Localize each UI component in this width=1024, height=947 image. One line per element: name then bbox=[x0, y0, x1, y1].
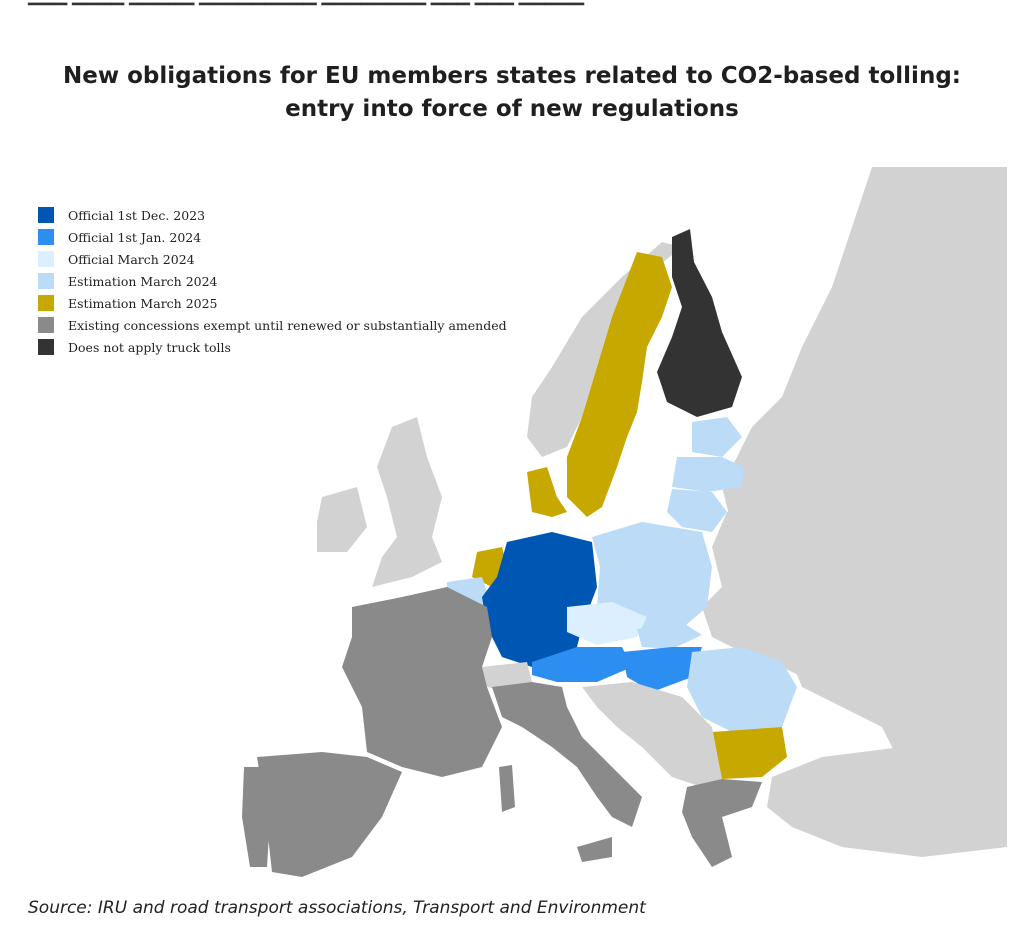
region-ukraine bbox=[702, 587, 902, 687]
legend-item: Official March 2024 bbox=[38, 248, 507, 270]
region-czechia bbox=[567, 602, 647, 645]
region-slovakia bbox=[637, 622, 702, 649]
legend-item: Does not apply truck tolls bbox=[38, 336, 507, 358]
legend-swatch bbox=[38, 295, 54, 311]
legend-swatch bbox=[38, 251, 54, 267]
legend-item: Existing concessions exempt until renewe… bbox=[38, 314, 507, 336]
region-romania bbox=[687, 647, 797, 732]
legend-swatch bbox=[38, 317, 54, 333]
legend-swatch bbox=[38, 339, 54, 355]
region-sicily bbox=[577, 837, 612, 862]
region-balkans bbox=[582, 682, 722, 787]
map-legend: Official 1st Dec. 2023 Official 1st Jan.… bbox=[38, 204, 507, 358]
legend-item: Official 1st Dec. 2023 bbox=[38, 204, 507, 226]
region-sardinia bbox=[499, 765, 515, 812]
legend-swatch bbox=[38, 229, 54, 245]
title-line-2: entry into force of new regulations bbox=[285, 96, 739, 122]
region-estonia bbox=[692, 417, 742, 457]
region-finland bbox=[657, 229, 742, 417]
region-hungary bbox=[622, 647, 702, 692]
source-caption: Source: IRU and road transport associati… bbox=[28, 898, 646, 918]
region-bulgaria bbox=[712, 727, 787, 779]
region-portugal bbox=[242, 767, 270, 867]
legend-swatch bbox=[38, 207, 54, 223]
legend-label: Official 1st Dec. 2023 bbox=[68, 207, 206, 223]
region-belarus bbox=[712, 512, 802, 587]
title-line-1: New obligations for EU members states re… bbox=[63, 63, 961, 89]
region-germany bbox=[482, 532, 597, 667]
region-france bbox=[342, 587, 502, 777]
europe-map bbox=[22, 167, 1007, 890]
legend-label: Official 1st Jan. 2024 bbox=[68, 229, 202, 245]
legend-label: Estimation March 2025 bbox=[68, 295, 218, 311]
region-greece bbox=[682, 779, 762, 867]
legend-label: Estimation March 2024 bbox=[68, 273, 218, 289]
legend-item: Estimation March 2025 bbox=[38, 292, 507, 314]
legend-label: Existing concessions exempt until renewe… bbox=[68, 317, 507, 333]
legend-item: Official 1st Jan. 2024 bbox=[38, 226, 507, 248]
region-turkey bbox=[767, 747, 1007, 857]
legend-item: Estimation March 2024 bbox=[38, 270, 507, 292]
region-latvia bbox=[672, 457, 744, 492]
region-ireland bbox=[317, 487, 367, 552]
region-austria bbox=[532, 647, 632, 682]
cropped-text-line: ▁▁▁ ▁▁▁▁ ▁▁▁▁▁ ▁▁▁▁▁▁▁▁▁ ▁▁▁▁▁▁▁▁ ▁▁▁ ▁▁… bbox=[28, 0, 584, 6]
region-sweden bbox=[567, 252, 672, 517]
region-lithuania bbox=[667, 489, 727, 532]
legend-label: Does not apply truck tolls bbox=[68, 339, 231, 355]
map-title: New obligations for EU members states re… bbox=[0, 60, 1024, 126]
region-italy bbox=[492, 682, 642, 827]
region-uk bbox=[372, 417, 442, 587]
region-norway bbox=[527, 242, 682, 457]
region-denmark bbox=[527, 467, 567, 517]
region-spain bbox=[257, 752, 402, 877]
legend-label: Official March 2024 bbox=[68, 251, 195, 267]
legend-swatch bbox=[38, 273, 54, 289]
